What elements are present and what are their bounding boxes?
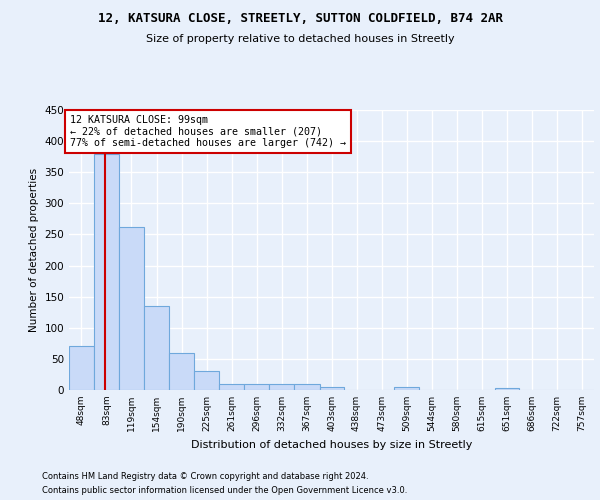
Bar	[119, 227, 144, 390]
Text: 12, KATSURA CLOSE, STREETLY, SUTTON COLDFIELD, B74 2AR: 12, KATSURA CLOSE, STREETLY, SUTTON COLD…	[97, 12, 503, 26]
X-axis label: Distribution of detached houses by size in Streetly: Distribution of detached houses by size …	[191, 440, 472, 450]
Bar	[294, 384, 320, 390]
Bar	[144, 306, 169, 390]
Text: Contains public sector information licensed under the Open Government Licence v3: Contains public sector information licen…	[42, 486, 407, 495]
Bar	[244, 384, 269, 390]
Text: Size of property relative to detached houses in Streetly: Size of property relative to detached ho…	[146, 34, 454, 43]
Bar	[269, 384, 294, 390]
Bar	[194, 372, 220, 390]
Bar	[320, 387, 344, 390]
Bar	[169, 352, 194, 390]
Bar	[94, 154, 119, 390]
Bar	[394, 387, 419, 390]
Text: 12 KATSURA CLOSE: 99sqm
← 22% of detached houses are smaller (207)
77% of semi-d: 12 KATSURA CLOSE: 99sqm ← 22% of detache…	[70, 115, 346, 148]
Bar	[494, 388, 519, 390]
Y-axis label: Number of detached properties: Number of detached properties	[29, 168, 39, 332]
Text: Contains HM Land Registry data © Crown copyright and database right 2024.: Contains HM Land Registry data © Crown c…	[42, 472, 368, 481]
Bar	[69, 346, 94, 390]
Bar	[220, 384, 244, 390]
